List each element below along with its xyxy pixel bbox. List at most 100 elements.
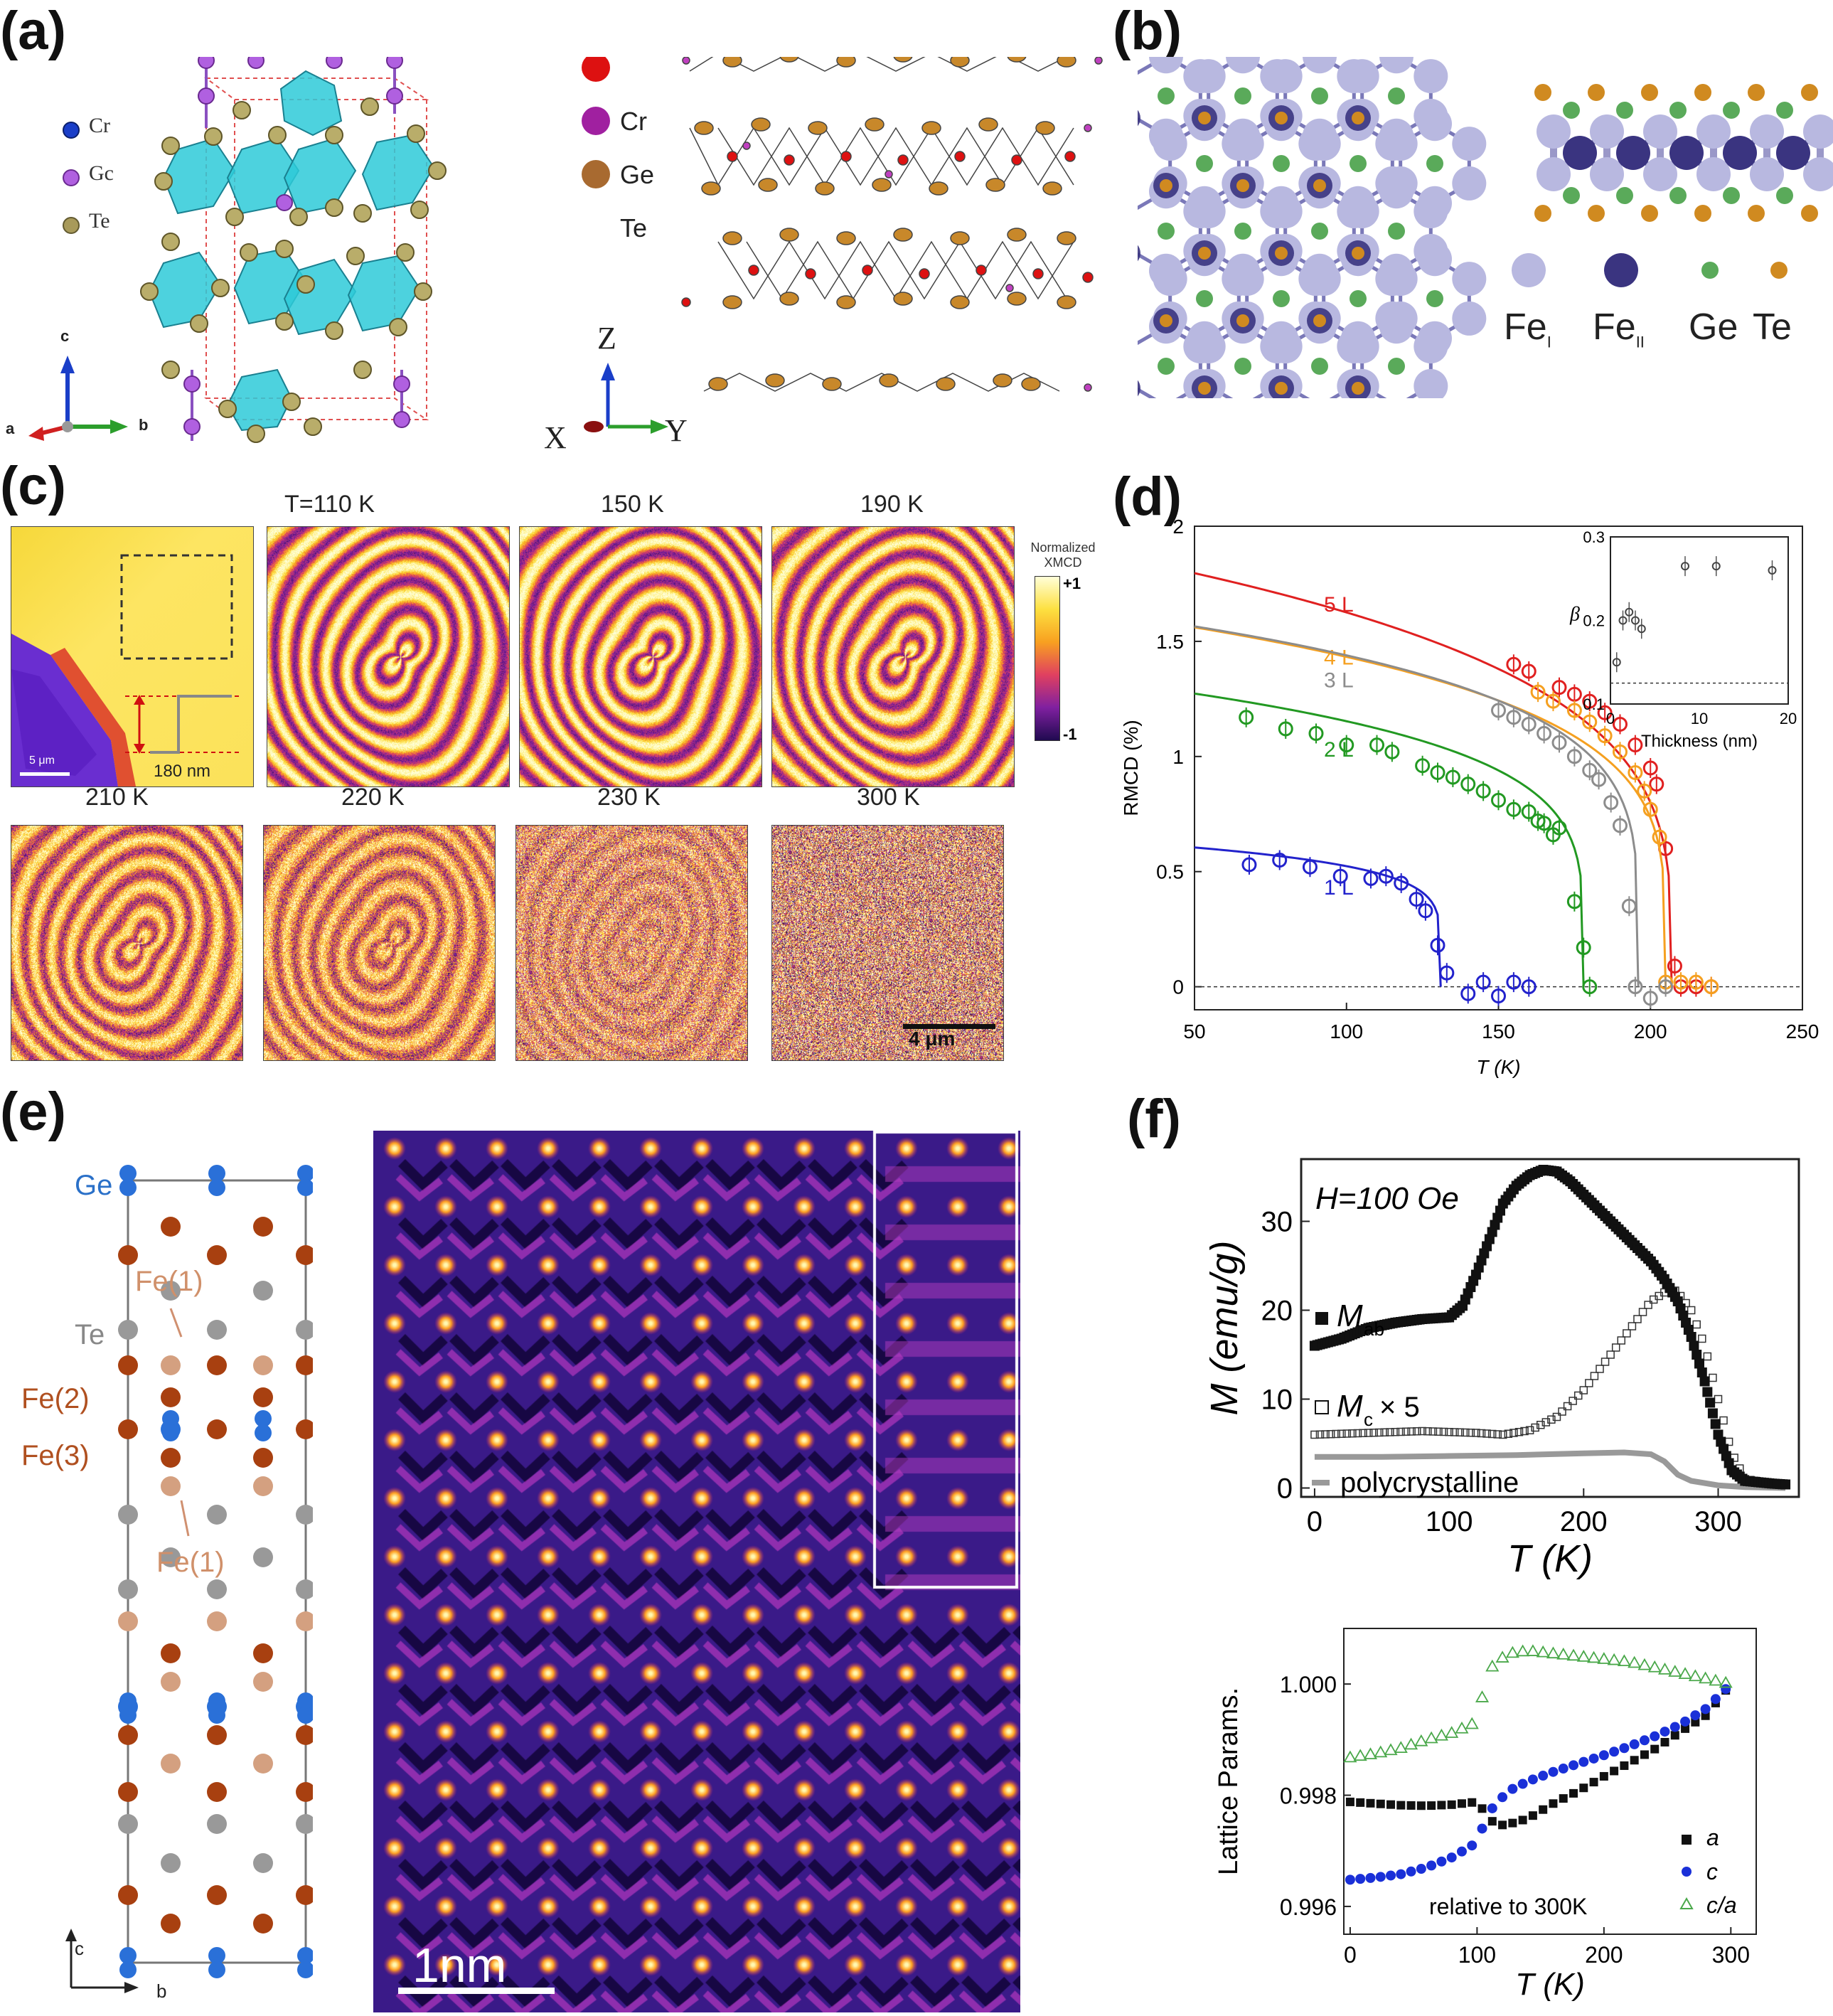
a-point <box>1416 1801 1426 1810</box>
atom <box>161 1281 181 1301</box>
panel-b: FeI FeII Ge Te <box>1115 39 1833 408</box>
data-point <box>1551 820 1567 836</box>
x-tick-label: 0 <box>1344 1942 1357 1968</box>
mc-point <box>1342 1429 1352 1438</box>
atom <box>253 1914 273 1934</box>
axis-label-z: Z <box>597 321 616 356</box>
mc-point <box>1450 1428 1459 1436</box>
mab-point <box>1686 1332 1696 1342</box>
mc-point <box>1611 1343 1620 1352</box>
ca-point <box>1424 1731 1438 1744</box>
legend-left-ge: Gc <box>89 161 114 185</box>
mc-point <box>1638 1308 1647 1316</box>
fe1-atom <box>1414 368 1448 403</box>
c-point <box>1639 1735 1650 1746</box>
mc-point <box>1596 1365 1604 1373</box>
ge-atom <box>119 1961 137 1978</box>
legend-fe2: FeII <box>1593 306 1645 351</box>
fe2-atom <box>1776 136 1810 170</box>
mc-point <box>1541 1418 1551 1426</box>
mab-point <box>1710 1419 1721 1429</box>
temp-190: 190 K <box>860 491 924 518</box>
a-point <box>1691 1717 1700 1727</box>
ge-atom <box>208 1961 225 1978</box>
a-point <box>1589 1778 1598 1787</box>
a-point <box>1406 1801 1416 1810</box>
ge-atom <box>1426 290 1443 307</box>
ge-atom <box>1776 187 1793 204</box>
atom <box>253 1448 273 1468</box>
mc-point <box>1692 1320 1701 1329</box>
x-tick-label: 200 <box>1560 1506 1608 1537</box>
ge-atom <box>208 1692 225 1710</box>
mc-point <box>1590 1372 1599 1380</box>
panel-e: Ge Te Fe(1) Fe(2) Fe(3) Fe(1) c b 1nm <box>0 1131 1031 2012</box>
panel-label-f: (f) <box>1127 1089 1181 1149</box>
data-point <box>1491 792 1506 808</box>
ge-atom <box>1311 223 1328 240</box>
ge-atom <box>1563 102 1580 119</box>
atom <box>296 1579 316 1599</box>
mc-point <box>1315 1430 1325 1439</box>
x-axis-label: T (K) <box>1515 1967 1585 2002</box>
legend-te: Te <box>1753 306 1792 348</box>
mc-point <box>1466 1429 1475 1437</box>
scale-bar-4um-label: 4 μm <box>909 1028 956 1050</box>
atom <box>161 1643 181 1663</box>
c-point <box>1396 1869 1406 1879</box>
fe1-atom <box>1268 194 1303 229</box>
ge-atom <box>1234 223 1251 240</box>
ca-point <box>1657 1663 1672 1675</box>
axis-label-b-e: b <box>156 1980 167 2002</box>
ca-point <box>1637 1658 1652 1670</box>
c-point <box>1467 1840 1477 1851</box>
c-point <box>1426 1860 1437 1871</box>
data-point <box>1394 875 1409 891</box>
temp-220: 220 K <box>341 784 405 811</box>
ge-atom <box>1723 102 1740 119</box>
a-point <box>1670 1731 1679 1740</box>
atom <box>118 1505 138 1525</box>
legend-fe1-symbol <box>1512 253 1546 287</box>
atom <box>161 1914 181 1934</box>
data-point <box>1378 868 1394 884</box>
legend-mc-symbol <box>1315 1400 1329 1414</box>
data-point <box>1506 656 1522 672</box>
inset-point <box>1681 562 1689 571</box>
atom <box>296 1782 316 1802</box>
ge-atom <box>1723 187 1740 204</box>
fe1-atom <box>1345 194 1379 229</box>
ge-atom <box>162 1410 179 1427</box>
ca-point <box>1647 1660 1662 1673</box>
c-point <box>1446 1852 1457 1863</box>
mc-point <box>1374 1428 1384 1437</box>
a-point <box>1528 1811 1537 1820</box>
c-point <box>1406 1866 1416 1877</box>
atom <box>296 1725 316 1745</box>
xmcd-map-220k <box>263 825 496 1061</box>
magnetization-chart: 0 100 200 300 0 10 20 30 T (K) M (emu/g) H=100 Oe M… <box>1203 1158 1800 1580</box>
te-atom <box>1352 112 1364 124</box>
mc-point <box>1423 1427 1432 1436</box>
te-atom <box>1160 314 1172 327</box>
mab-point <box>1689 1340 1699 1351</box>
mc-point <box>1455 1428 1464 1436</box>
y-tick-label: 0 <box>1277 1473 1293 1505</box>
mc-point <box>1472 1429 1480 1437</box>
atom <box>161 1476 181 1496</box>
atom <box>161 1754 181 1774</box>
c-point <box>1598 1750 1609 1761</box>
c-point <box>1710 1694 1721 1705</box>
fe1-atom <box>1153 262 1187 297</box>
mc-point <box>1487 1429 1497 1439</box>
mab-point <box>1707 1408 1718 1419</box>
fit-curve <box>1194 692 1585 987</box>
x-tick-label: 100 <box>1330 1020 1363 1042</box>
data-point <box>1551 680 1567 695</box>
ge-atom <box>1669 187 1687 204</box>
c-point <box>1517 1778 1528 1789</box>
ca-point <box>1719 1675 1733 1688</box>
ge-atom <box>1426 155 1443 172</box>
a-point <box>1650 1744 1660 1754</box>
atom <box>253 1217 273 1237</box>
